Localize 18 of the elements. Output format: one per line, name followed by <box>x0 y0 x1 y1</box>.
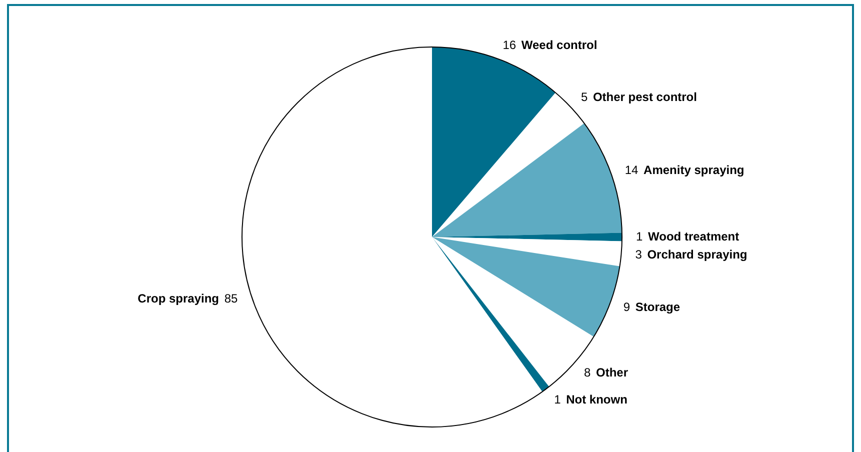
slice-label: Other pest control <box>592 90 697 104</box>
slice-label: Weed control <box>521 38 598 52</box>
data-label: 3 <box>635 247 642 262</box>
slice-label: Not known <box>566 392 628 407</box>
data-label: 9 <box>623 300 630 314</box>
data-label: 1 <box>636 229 643 244</box>
slice-label: Wood treatment <box>648 229 740 244</box>
slice-label: Crop spraying <box>138 291 220 306</box>
data-label: 1 <box>554 392 562 407</box>
data-label: 85 <box>224 291 238 306</box>
slice-label: Other <box>596 365 628 380</box>
data-label: 8 <box>584 365 592 380</box>
slice-label: Orchard spraying <box>647 247 748 262</box>
data-label: 14 <box>624 162 639 177</box>
slice-label: Amenity spraying <box>644 162 744 177</box>
slice-label: Storage <box>635 300 680 314</box>
data-label: 16 <box>502 38 516 52</box>
data-label: 5 <box>580 90 588 104</box>
